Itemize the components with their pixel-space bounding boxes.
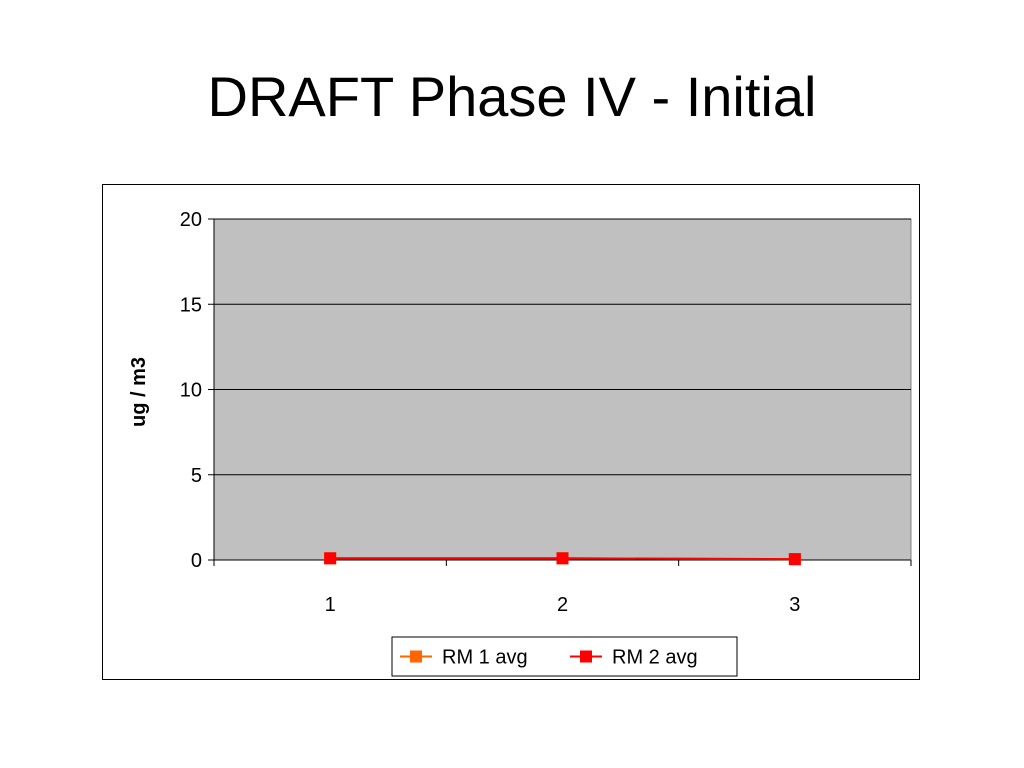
- data-point-series-2: [324, 552, 337, 565]
- legend-swatch-marker: [410, 650, 422, 663]
- y-tick-label: 20: [180, 209, 202, 231]
- y-axis-label: ug / m3: [128, 357, 150, 427]
- legend-label: RM 2 avg: [612, 647, 698, 669]
- y-tick-label: 0: [191, 550, 202, 572]
- legend-label: RM 1 avg: [442, 647, 528, 669]
- x-tick-label: 3: [789, 594, 800, 616]
- y-tick-label: 15: [180, 294, 202, 316]
- legend-box: [391, 636, 738, 677]
- legend: RM 1 avg RM 2 avg: [391, 636, 738, 677]
- x-tick-label: 1: [325, 594, 336, 616]
- x-tick-label: 2: [557, 594, 568, 616]
- y-tick-label: 10: [180, 380, 202, 402]
- data-point-series-2: [788, 553, 801, 566]
- plot-area: 0 5 10 15 20 1 2 3: [180, 209, 912, 616]
- data-point-series-2: [556, 552, 569, 565]
- slide-title: DRAFT Phase IV - Initial: [207, 65, 817, 128]
- y-tick-label: 5: [191, 465, 202, 487]
- legend-swatch-marker: [580, 650, 592, 663]
